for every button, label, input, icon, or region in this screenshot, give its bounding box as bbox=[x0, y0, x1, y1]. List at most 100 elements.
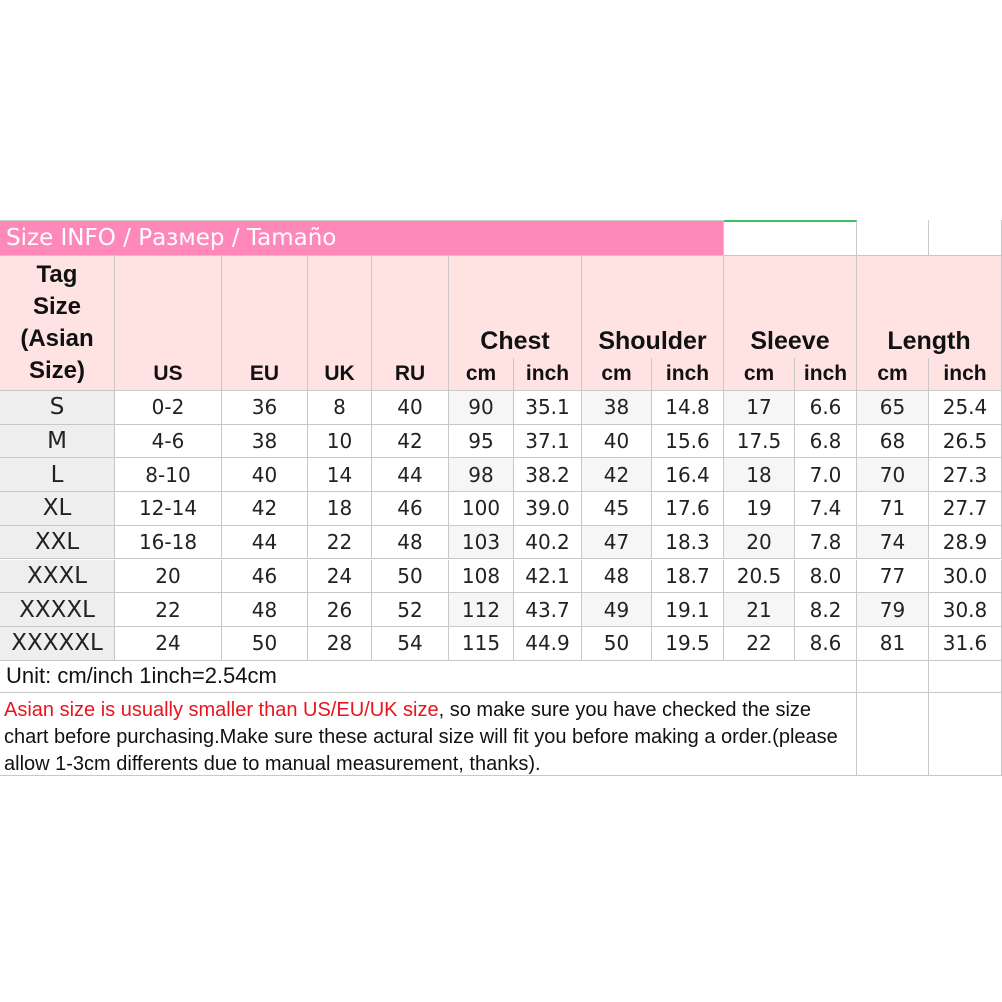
value-cell: 6.6 bbox=[795, 391, 857, 425]
value-cell: 68 bbox=[857, 424, 929, 459]
value-cell: 50 bbox=[222, 626, 308, 661]
value-cell: 38 bbox=[582, 391, 652, 425]
header-unit: inch bbox=[652, 358, 724, 391]
value-cell: 16.4 bbox=[652, 458, 724, 493]
value-cell: 40.2 bbox=[514, 525, 582, 560]
value-cell: 95 bbox=[449, 424, 514, 459]
value-cell: 81 bbox=[857, 626, 929, 661]
size-cell: L bbox=[0, 458, 115, 493]
value-cell: 20.5 bbox=[724, 559, 795, 594]
value-cell: 26 bbox=[308, 593, 372, 627]
value-cell: 77 bbox=[857, 559, 929, 594]
value-cell: 108 bbox=[449, 559, 514, 594]
value-cell: 0-2 bbox=[115, 391, 222, 425]
value-cell: 10 bbox=[308, 424, 372, 459]
header-group: Shoulder bbox=[582, 256, 724, 358]
header-column: UK bbox=[308, 256, 372, 391]
value-cell: 38.2 bbox=[514, 458, 582, 493]
value-cell: 52 bbox=[372, 593, 449, 627]
value-cell: 25.4 bbox=[929, 391, 1002, 425]
value-cell: 31.6 bbox=[929, 626, 1002, 661]
value-cell: 40 bbox=[372, 391, 449, 425]
value-cell: 44.9 bbox=[514, 626, 582, 661]
header-unit: cm bbox=[449, 358, 514, 391]
value-cell: 54 bbox=[372, 626, 449, 661]
value-cell: 15.6 bbox=[652, 424, 724, 459]
value-cell: 65 bbox=[857, 391, 929, 425]
empty-cell bbox=[857, 660, 929, 693]
value-cell: 28.9 bbox=[929, 525, 1002, 560]
header-unit: inch bbox=[514, 358, 582, 391]
value-cell: 22 bbox=[115, 593, 222, 627]
empty-cell bbox=[929, 692, 1002, 776]
value-cell: 8 bbox=[308, 391, 372, 425]
empty-cell bbox=[929, 220, 1002, 256]
value-cell: 17.5 bbox=[724, 424, 795, 459]
title: Size INFO / Размер / Tamaño bbox=[0, 220, 724, 256]
value-cell: 14.8 bbox=[652, 391, 724, 425]
value-cell: 90 bbox=[449, 391, 514, 425]
empty-cell bbox=[929, 660, 1002, 693]
value-cell: 44 bbox=[222, 525, 308, 560]
header-column: EU bbox=[222, 256, 308, 391]
value-cell: 43.7 bbox=[514, 593, 582, 627]
value-cell: 103 bbox=[449, 525, 514, 560]
header-column: RU bbox=[372, 256, 449, 391]
header-column: US bbox=[115, 256, 222, 391]
value-cell: 4-6 bbox=[115, 424, 222, 459]
note-warning: Asian size is usually smaller than US/EU… bbox=[4, 698, 439, 721]
value-cell: 19 bbox=[724, 492, 795, 526]
value-cell: 49 bbox=[582, 593, 652, 627]
value-cell: 28 bbox=[308, 626, 372, 661]
value-cell: 7.8 bbox=[795, 525, 857, 560]
header-unit: cm bbox=[857, 358, 929, 391]
empty-cell bbox=[724, 220, 857, 256]
value-cell: 46 bbox=[372, 492, 449, 526]
header-unit: cm bbox=[724, 358, 795, 391]
value-cell: 30.0 bbox=[929, 559, 1002, 594]
size-cell: XXL bbox=[0, 525, 115, 560]
empty-cell bbox=[857, 220, 929, 256]
header-group: Length bbox=[857, 256, 1002, 358]
value-cell: 37.1 bbox=[514, 424, 582, 459]
value-cell: 6.8 bbox=[795, 424, 857, 459]
value-cell: 71 bbox=[857, 492, 929, 526]
note: Asian size is usually smaller than US/EU… bbox=[0, 692, 857, 776]
value-cell: 46 bbox=[222, 559, 308, 594]
value-cell: 21 bbox=[724, 593, 795, 627]
header-group: Sleeve bbox=[724, 256, 857, 358]
value-cell: 24 bbox=[115, 626, 222, 661]
header-text: Tag Size (Asian Size) bbox=[20, 261, 94, 384]
empty-cell bbox=[857, 692, 929, 776]
value-cell: 22 bbox=[308, 525, 372, 560]
value-cell: 8.6 bbox=[795, 626, 857, 661]
value-cell: 18.7 bbox=[652, 559, 724, 594]
value-cell: 50 bbox=[372, 559, 449, 594]
value-cell: 26.5 bbox=[929, 424, 1002, 459]
value-cell: 8.2 bbox=[795, 593, 857, 627]
value-cell: 17.6 bbox=[652, 492, 724, 526]
value-cell: 22 bbox=[724, 626, 795, 661]
size-cell: XL bbox=[0, 492, 115, 526]
value-cell: 24 bbox=[308, 559, 372, 594]
value-cell: 74 bbox=[857, 525, 929, 560]
value-cell: 19.1 bbox=[652, 593, 724, 627]
value-cell: 115 bbox=[449, 626, 514, 661]
value-cell: 30.8 bbox=[929, 593, 1002, 627]
value-cell: 27.7 bbox=[929, 492, 1002, 526]
value-cell: 45 bbox=[582, 492, 652, 526]
value-cell: 8.0 bbox=[795, 559, 857, 594]
value-cell: 19.5 bbox=[652, 626, 724, 661]
size-cell: XXXL bbox=[0, 559, 115, 594]
header-unit: inch bbox=[795, 358, 857, 391]
value-cell: 12-14 bbox=[115, 492, 222, 526]
header-unit: inch bbox=[929, 358, 1002, 391]
value-cell: 40 bbox=[222, 458, 308, 493]
value-cell: 42 bbox=[372, 424, 449, 459]
value-cell: 98 bbox=[449, 458, 514, 493]
value-cell: 7.0 bbox=[795, 458, 857, 493]
value-cell: 44 bbox=[372, 458, 449, 493]
value-cell: 16-18 bbox=[115, 525, 222, 560]
value-cell: 20 bbox=[724, 525, 795, 560]
